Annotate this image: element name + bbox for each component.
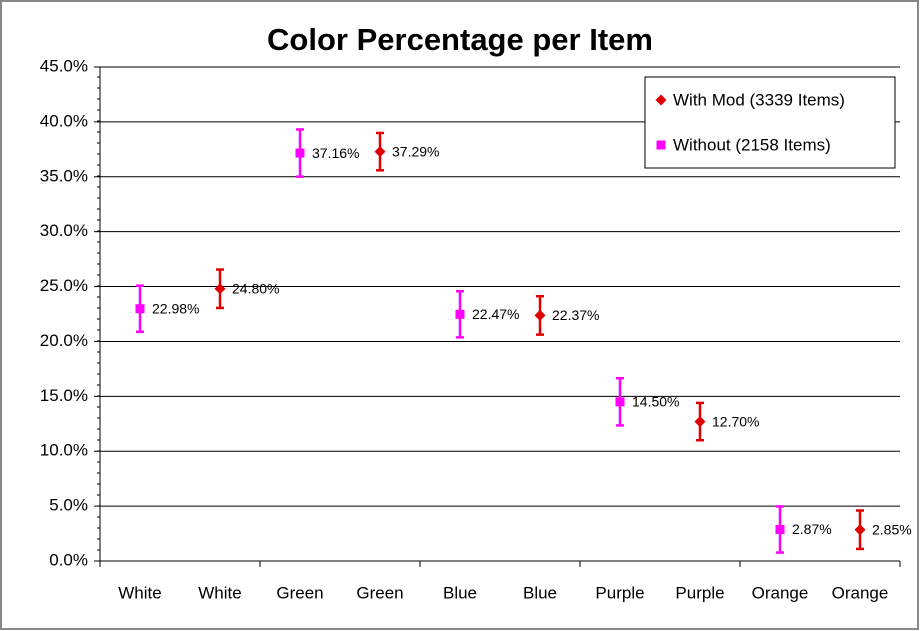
y-tick-label: 25.0% — [40, 276, 88, 295]
x-tick-label: Green — [276, 583, 323, 602]
value-label: 14.50% — [632, 394, 679, 410]
x-tick-label: Green — [356, 583, 403, 602]
value-label: 2.87% — [792, 521, 832, 537]
x-tick-label: Purple — [595, 583, 644, 602]
data-point — [455, 309, 465, 319]
legend-marker — [656, 140, 666, 150]
x-tick-label: Orange — [832, 583, 889, 602]
y-tick-label: 45.0% — [40, 56, 88, 75]
data-point — [615, 397, 625, 407]
y-tick-label: 35.0% — [40, 166, 88, 185]
y-tick-label: 5.0% — [49, 496, 88, 515]
value-label: 37.29% — [392, 143, 439, 159]
value-label: 12.70% — [712, 413, 759, 429]
value-label: 22.37% — [552, 307, 599, 323]
data-point — [135, 304, 145, 314]
legend-label: Without (2158 Items) — [673, 135, 831, 154]
value-label: 37.16% — [312, 145, 359, 161]
y-tick-label: 0.0% — [49, 550, 88, 569]
y-tick-label: 10.0% — [40, 441, 88, 460]
legend-label: With Mod (3339 Items) — [673, 90, 845, 109]
value-label: 22.98% — [152, 300, 199, 316]
data-point — [775, 524, 785, 534]
data-point — [534, 309, 546, 321]
data-point — [854, 524, 866, 536]
legend-marker — [655, 94, 667, 106]
x-tick-label: Blue — [443, 583, 477, 602]
x-tick-label: White — [118, 583, 161, 602]
data-point — [374, 146, 386, 158]
x-tick-label: Purple — [675, 583, 724, 602]
y-tick-label: 30.0% — [40, 221, 88, 240]
x-tick-label: Orange — [752, 583, 809, 602]
value-label: 24.80% — [232, 280, 279, 296]
data-point — [295, 148, 305, 158]
y-tick-label: 40.0% — [40, 111, 88, 130]
x-tick-label: Blue — [523, 583, 557, 602]
data-point — [694, 416, 706, 428]
data-point — [214, 283, 226, 295]
y-tick-label: 15.0% — [40, 386, 88, 405]
y-tick-label: 20.0% — [40, 331, 88, 350]
x-tick-label: White — [198, 583, 241, 602]
legend-box — [644, 76, 896, 169]
value-label: 2.85% — [872, 521, 912, 537]
value-label: 22.47% — [472, 306, 519, 322]
chart-title: Color Percentage per Item — [267, 22, 653, 57]
